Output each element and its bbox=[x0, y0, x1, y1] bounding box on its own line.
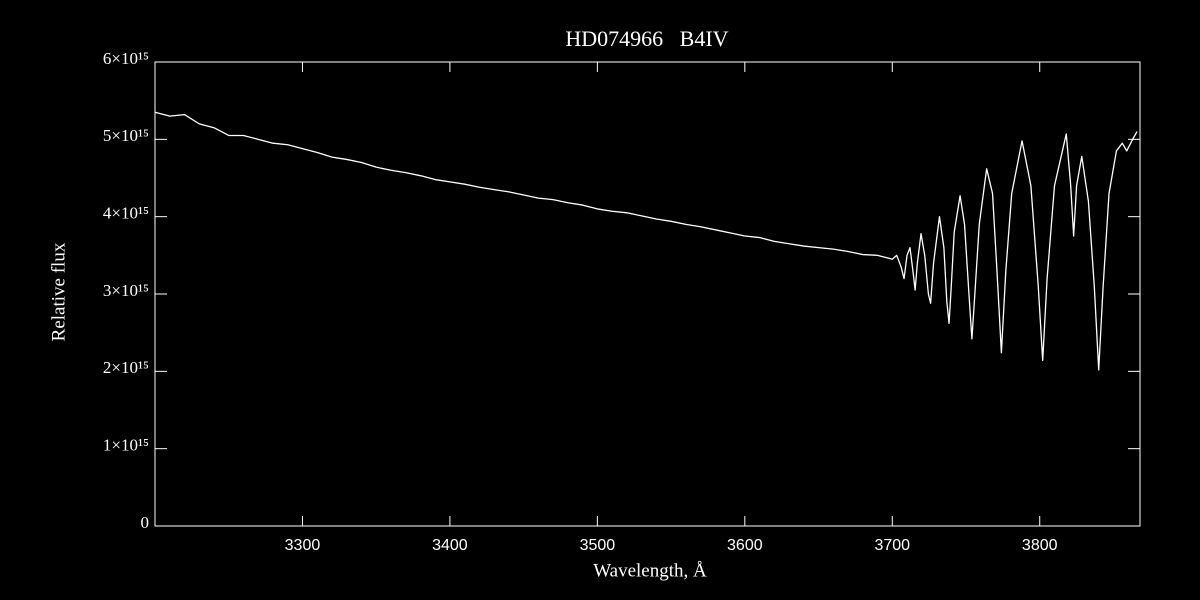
y-tick-label: 3×10¹⁵ bbox=[103, 281, 149, 300]
y-tick-label: 5×10¹⁵ bbox=[103, 126, 149, 145]
y-tick-label: 0 bbox=[141, 513, 150, 532]
x-axis-label: Wavelength, Å bbox=[593, 560, 707, 581]
y-tick-label: 1×10¹⁵ bbox=[103, 436, 149, 455]
x-tick-label: 3800 bbox=[1022, 537, 1058, 554]
y-tick-label: 6×10¹⁵ bbox=[103, 49, 149, 68]
x-tick-label: 3600 bbox=[727, 537, 763, 554]
y-axis-label: Relative flux bbox=[48, 242, 69, 341]
x-tick-label: 3400 bbox=[432, 537, 468, 554]
y-tick-label: 2×10¹⁵ bbox=[103, 358, 149, 377]
chart-title: HD074966 B4IV bbox=[565, 26, 728, 51]
plot-frame bbox=[154, 61, 1141, 527]
x-tick-label: 3300 bbox=[285, 537, 321, 554]
spectrum-line bbox=[154, 111, 1138, 371]
x-tick-label: 3700 bbox=[874, 537, 910, 554]
x-tick-label: 3500 bbox=[580, 537, 616, 554]
y-tick-label: 4×10¹⁵ bbox=[103, 204, 149, 223]
